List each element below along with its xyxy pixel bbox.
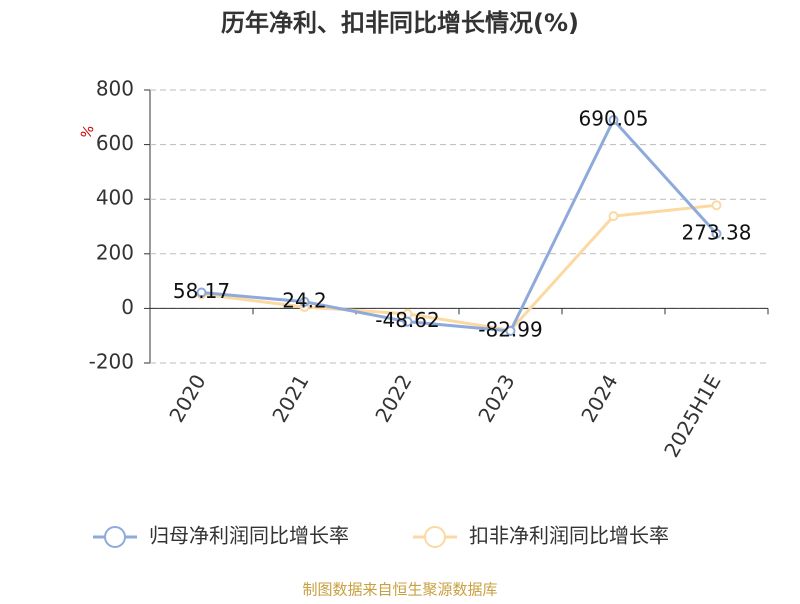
- y-tick-label: 600: [96, 131, 134, 155]
- point: [299, 296, 310, 307]
- point: [608, 115, 619, 126]
- data-label: -82.99: [478, 318, 542, 342]
- point: [711, 200, 722, 211]
- source-note: 制图数据来自恒生聚源数据库: [302, 581, 497, 599]
- legend-label: 扣非净利润同比增长率: [469, 524, 669, 548]
- data-label: 24.2: [282, 288, 327, 312]
- point: [402, 316, 413, 327]
- x-tick-label: 2020: [164, 370, 210, 426]
- point: [711, 228, 722, 239]
- point: [196, 287, 207, 298]
- legend-label: 归母净利润同比增长率: [149, 524, 349, 548]
- data-label: 273.38: [682, 220, 752, 244]
- legend-marker: [424, 526, 446, 548]
- series-line: [201, 117, 718, 333]
- x-tick-label: 2023: [473, 370, 519, 426]
- x-tick-label: 2021: [267, 370, 313, 426]
- point: [505, 326, 516, 337]
- x-tick-label: 2022: [370, 370, 416, 426]
- point: [608, 211, 619, 222]
- data-label: 58.17: [173, 279, 230, 303]
- y-tick-label: -200: [89, 350, 134, 374]
- data-label: -48.62: [375, 308, 439, 332]
- chart-title: 历年净利、扣非同比增长情况(%): [221, 9, 579, 37]
- y-tick-label: 800: [96, 77, 134, 101]
- x-tick-label: 2025H1E: [659, 370, 725, 461]
- y-tick-label: 200: [96, 240, 134, 264]
- x-tick-label: 2024: [576, 370, 622, 426]
- y-axis-label: %: [78, 123, 98, 141]
- y-tick-label: 0: [121, 295, 134, 319]
- data-label: 690.05: [579, 107, 649, 131]
- y-tick-label: 400: [96, 186, 134, 210]
- series-line: [201, 203, 717, 332]
- legend-marker: [104, 526, 126, 548]
